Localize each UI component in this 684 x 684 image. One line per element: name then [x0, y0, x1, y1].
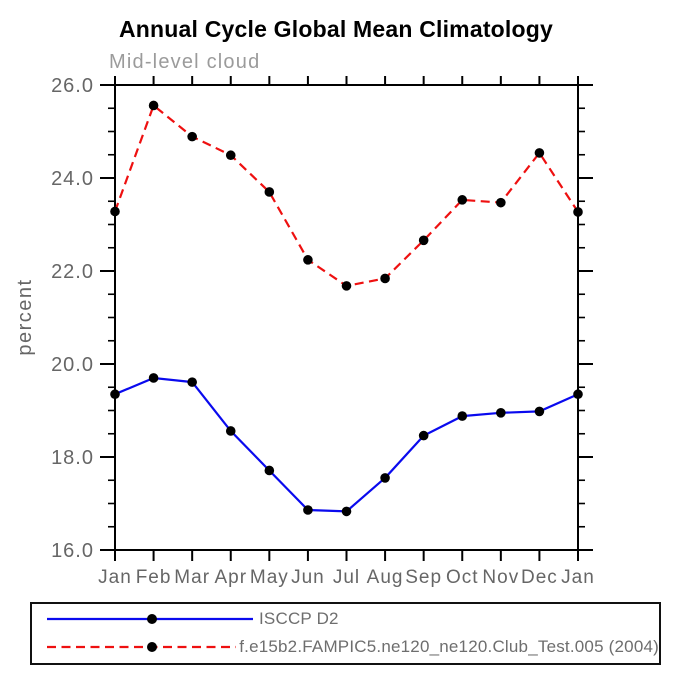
data-point [418, 235, 429, 246]
data-point [341, 506, 352, 517]
data-point [380, 473, 390, 483]
data-point [225, 426, 236, 436]
x-tick-label: Jun [291, 567, 325, 588]
data-point [148, 373, 159, 383]
x-tick-label: Sep [405, 567, 442, 588]
data-point [573, 389, 583, 400]
series-line-1 [113, 103, 579, 288]
data-point [457, 411, 468, 421]
data-point [534, 148, 545, 158]
y-axis-title: percent [14, 278, 36, 355]
data-point [341, 281, 352, 291]
y-tick-label: 26.0 [51, 75, 94, 97]
data-point [110, 206, 120, 217]
legend-label: f.e15b2.FAMPIC5.ne120_ne120.Club_Test.00… [239, 637, 659, 656]
data-point [225, 150, 236, 161]
legend-box: ISCCP D2 f.e15b2.FAMPIC5.ne120_ne120.Club… [30, 602, 661, 665]
x-tick-label: May [250, 567, 289, 588]
series-line-0 [114, 376, 579, 513]
y-tick-label: 22.0 [51, 261, 94, 283]
chart-title: Annual Cycle Global Mean Climatology [118, 16, 554, 42]
data-point [148, 100, 159, 111]
x-tick-label: Oct [446, 567, 479, 588]
x-tick-label: Nov [482, 567, 519, 588]
x-tick-label: Jul [333, 567, 360, 588]
x-tick-label: Jan [98, 567, 132, 588]
data-point [496, 408, 506, 418]
data-point [187, 377, 197, 387]
x-tick-label: Dec [521, 567, 558, 588]
x-tick-label: Mar [174, 567, 210, 588]
y-tick-label: 16.0 [51, 540, 94, 562]
data-point [303, 505, 313, 515]
x-tick-label: Feb [136, 567, 172, 588]
legend-item: ISCCP D2 [32, 605, 659, 633]
data-point [457, 195, 468, 205]
legend-item: f.e15b2.FAMPIC5.ne120_ne120.Club_Test.00… [32, 633, 659, 661]
data-point [380, 273, 390, 284]
legend-line-sample [47, 614, 253, 624]
data-point [264, 465, 275, 476]
legend-marker-icon [147, 614, 157, 624]
legend-label: ISCCP D2 [259, 609, 339, 628]
data-point [187, 131, 197, 142]
data-point [496, 197, 506, 208]
legend-marker-icon [147, 642, 157, 652]
data-point [534, 406, 545, 417]
data-point [303, 255, 313, 265]
y-tick-label: 18.0 [51, 447, 94, 469]
data-point [110, 389, 120, 400]
y-tick-label: 20.0 [51, 354, 94, 376]
x-tick-label: Jan [561, 567, 595, 588]
x-tick-label: Aug [367, 567, 404, 588]
data-point [264, 187, 275, 197]
y-tick-label: 24.0 [51, 168, 94, 190]
legend-line-sample [47, 642, 237, 652]
data-point [418, 430, 429, 441]
chart-subtitle: Mid-level cloud [109, 51, 261, 73]
x-tick-label: Apr [214, 567, 247, 588]
data-point [573, 207, 583, 217]
